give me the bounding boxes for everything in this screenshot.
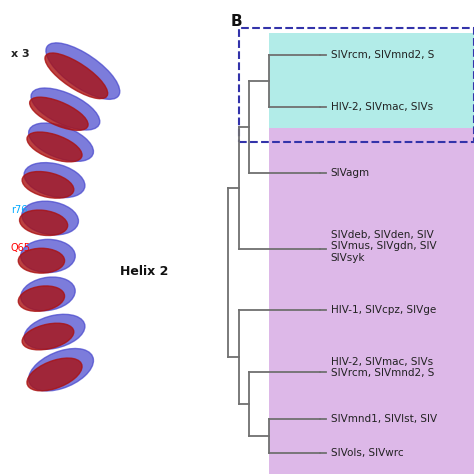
Bar [238,28,474,142]
Ellipse shape [24,163,85,198]
Text: HIV-2, SIVmac, SIVs: HIV-2, SIVmac, SIVs [331,101,433,112]
Text: Q65: Q65 [11,243,31,253]
Text: SIVagm: SIVagm [331,168,370,178]
Text: x 3: x 3 [11,49,29,59]
Ellipse shape [22,323,74,350]
Text: r76: r76 [11,205,27,215]
Ellipse shape [21,277,75,311]
Ellipse shape [30,97,88,130]
Text: SIVrcm, SIVmnd2, S: SIVrcm, SIVmnd2, S [331,49,434,60]
Bar [269,33,474,128]
Ellipse shape [24,314,85,349]
Bar [269,128,474,474]
Ellipse shape [18,286,64,311]
Text: SIVdeb, SIVden, SIV
SIVmus, SIVgdn, SIV
SIVsyk: SIVdeb, SIVden, SIV SIVmus, SIVgdn, SIV … [331,230,436,263]
Ellipse shape [18,248,64,273]
Ellipse shape [22,172,74,198]
Ellipse shape [19,210,68,236]
Ellipse shape [27,132,82,162]
Ellipse shape [21,239,75,273]
Ellipse shape [22,201,79,235]
Ellipse shape [31,88,100,130]
Ellipse shape [28,348,93,391]
Text: HIV-2, SIVmac, SIVs
SIVrcm, SIVmnd2, S: HIV-2, SIVmac, SIVs SIVrcm, SIVmnd2, S [331,356,434,378]
Text: B: B [231,14,243,29]
Ellipse shape [45,53,108,99]
Ellipse shape [27,358,82,391]
Ellipse shape [28,123,93,161]
Text: Helix 2: Helix 2 [120,265,168,278]
Text: HIV-1, SIVcpz, SIVge: HIV-1, SIVcpz, SIVge [331,305,436,316]
Text: SIVols, SIVwrc: SIVols, SIVwrc [331,447,403,458]
Ellipse shape [46,43,120,100]
Text: SIVmnd1, SIVlst, SIV: SIVmnd1, SIVlst, SIV [331,414,437,425]
